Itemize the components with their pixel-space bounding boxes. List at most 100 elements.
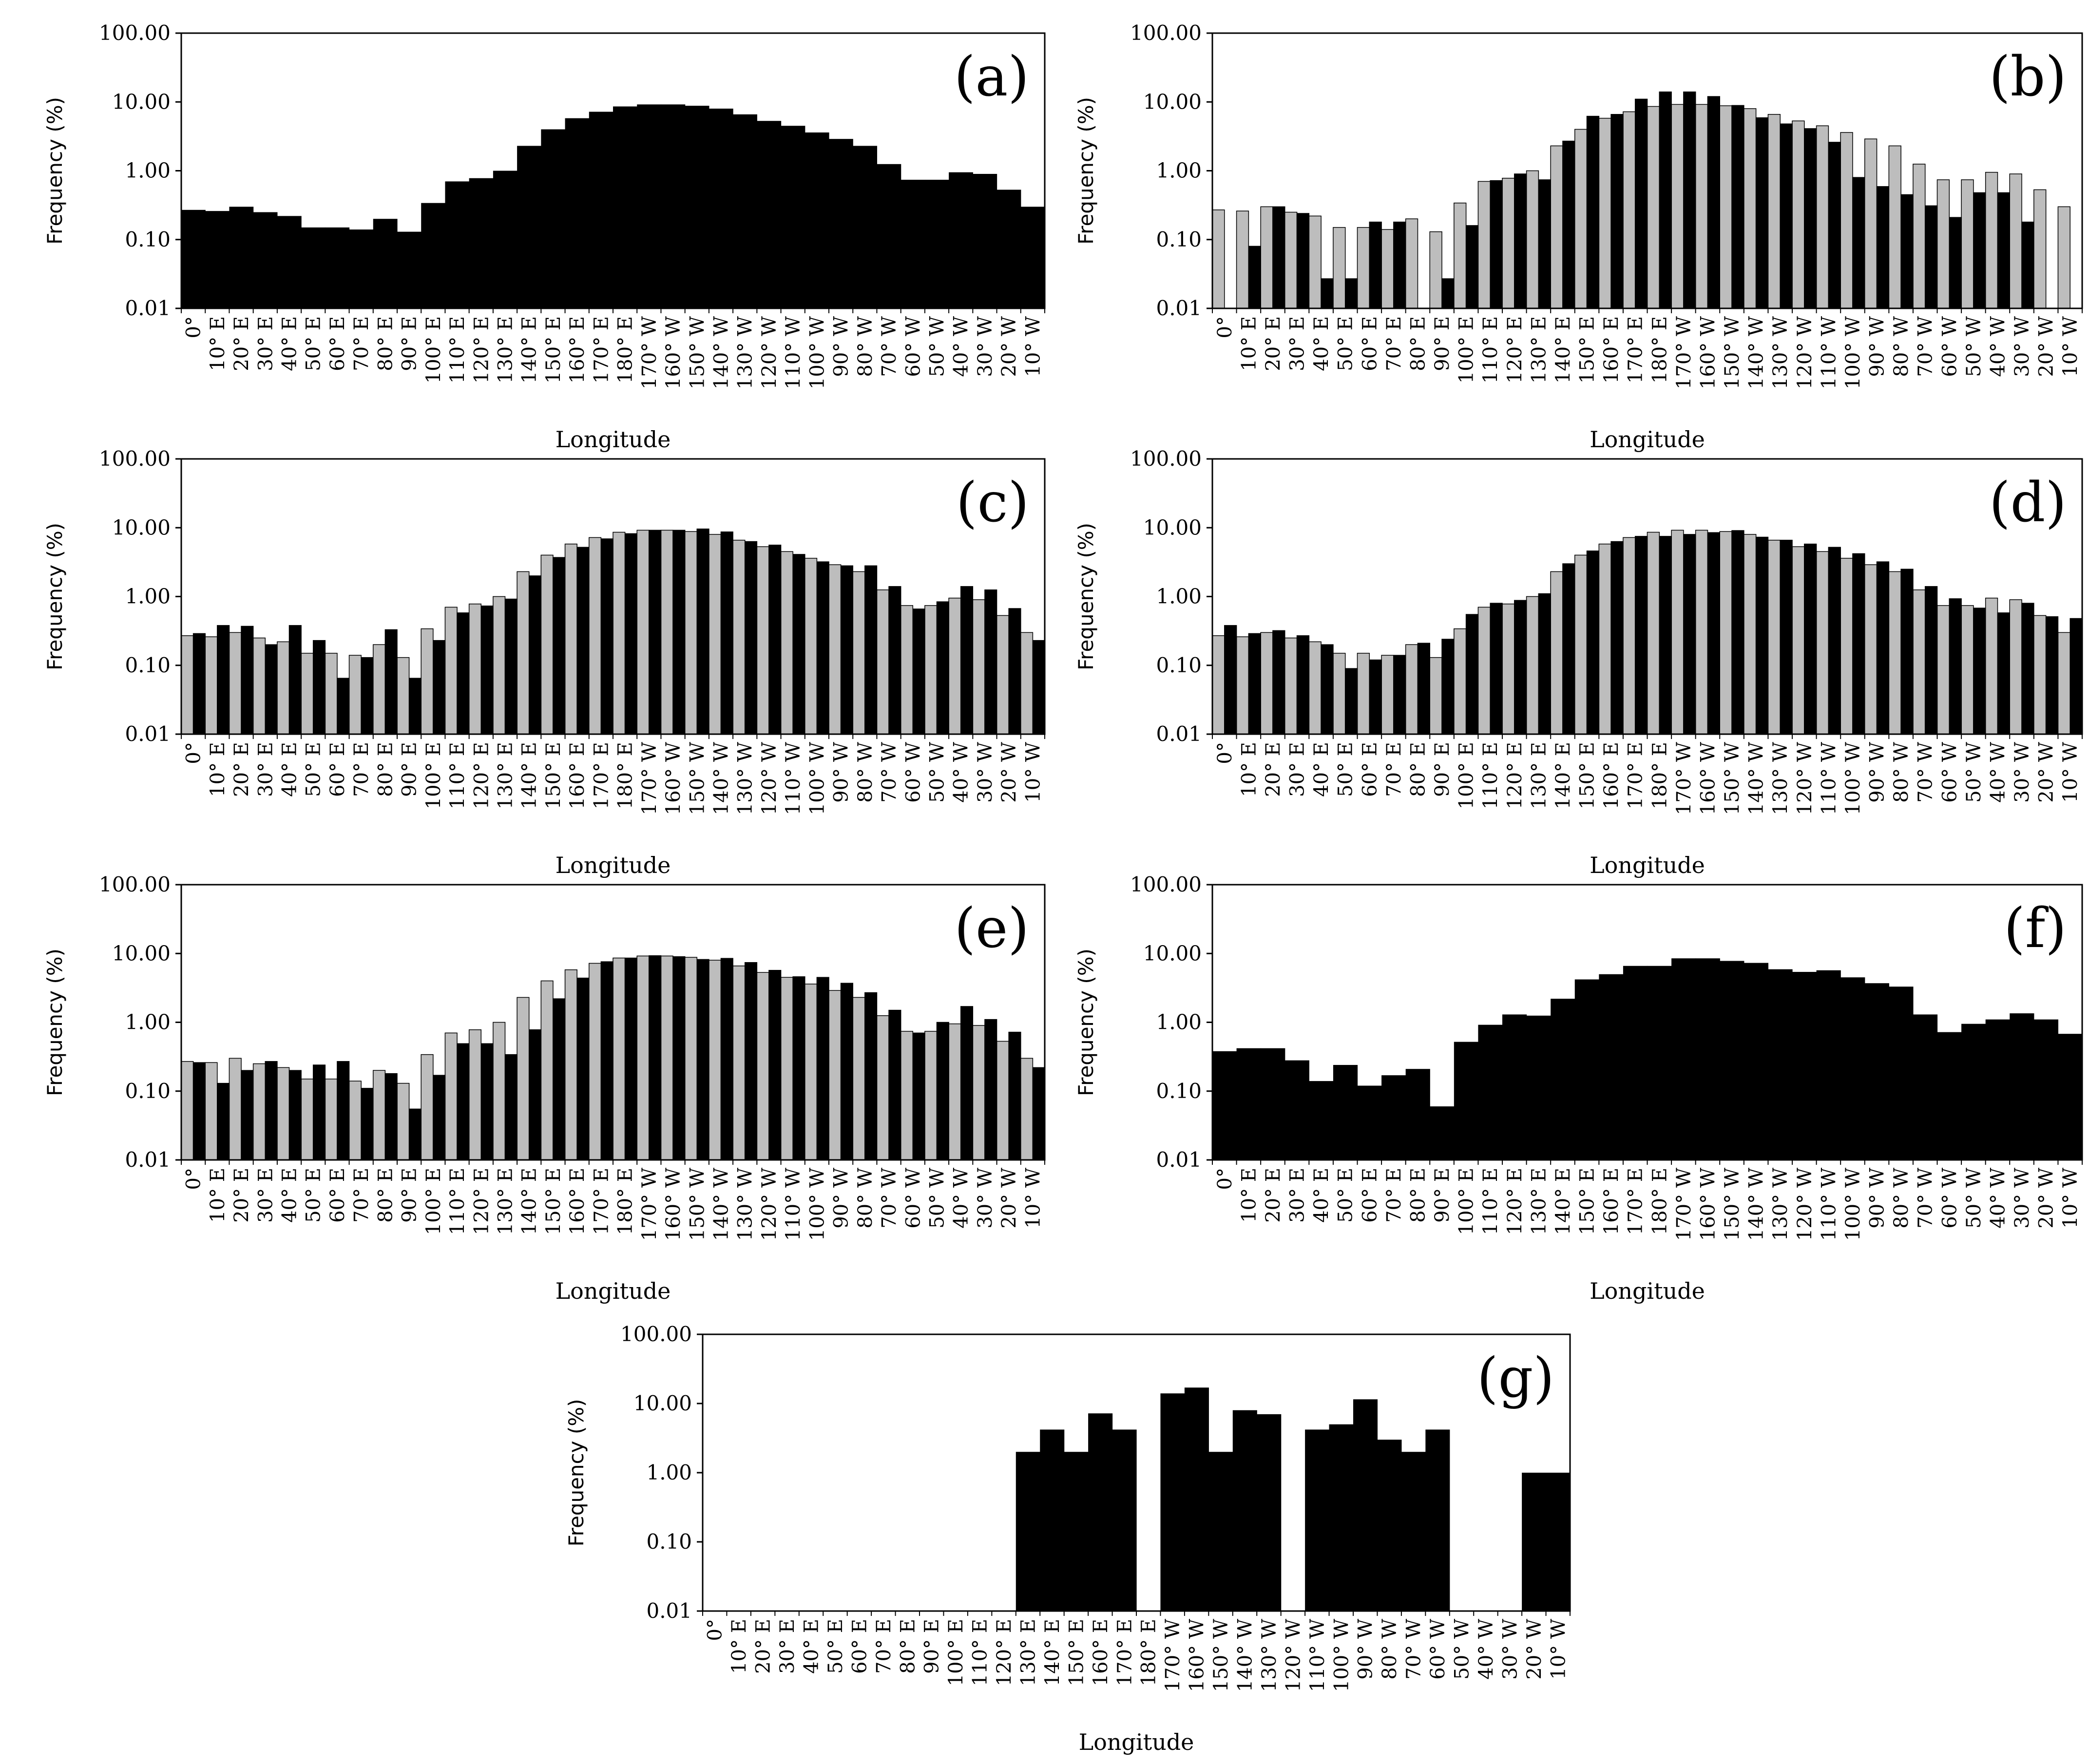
bar-black-8 [1417, 643, 1430, 735]
bar-black-26 [816, 561, 829, 735]
bar-gray-33 [972, 599, 985, 735]
bar-black-22 [1755, 536, 1769, 735]
x-tick-label: 130° W [1769, 1168, 1792, 1241]
y-tick-label: 0.01 [125, 722, 171, 746]
x-tick-label: 160° E [566, 1168, 589, 1235]
x-tick-label: 50° W [926, 742, 949, 803]
bar-gray-29 [1913, 589, 1926, 735]
x-tick-label: 170° W [1673, 316, 1695, 389]
x-tick-label: 120° W [1794, 742, 1816, 815]
bar-gray-15 [540, 980, 554, 1160]
bar-gray-8 [373, 644, 386, 735]
y-tick-label: 1.00 [1156, 1010, 1202, 1034]
bar-black-12 [1502, 1014, 1527, 1160]
bar-black-15 [553, 557, 566, 735]
x-tick-label: 150° E [1576, 1168, 1599, 1235]
x-tick-label: 140° W [710, 1168, 733, 1241]
bar-gray-24 [1792, 120, 1805, 309]
bar-gray-30 [1936, 605, 1950, 735]
y-tick-label: 0.10 [125, 1079, 171, 1103]
x-tick-label: 150° W [1721, 316, 1744, 389]
bar-gray-33 [2009, 173, 2022, 309]
bar-black-14 [528, 1029, 542, 1160]
bar-black-20 [672, 530, 686, 735]
x-tick-label: 120° W [758, 316, 781, 389]
x-tick-label: 100° E [1456, 742, 1478, 809]
bar-black-22 [1744, 963, 1769, 1160]
bar-black-1 [217, 625, 230, 735]
y-tick-label: 10.00 [112, 941, 171, 965]
bar-black-19 [649, 955, 662, 1160]
bar-black-1 [1236, 1048, 1261, 1160]
bar-gray-23 [732, 539, 746, 735]
x-tick-label: 50° W [1963, 742, 1985, 803]
bar-black-29 [888, 1009, 901, 1160]
bar-gray-28 [852, 997, 865, 1160]
x-tick-label: 130° W [734, 316, 757, 389]
x-tick-label: 50° E [1335, 316, 1357, 371]
bar-black-1 [205, 211, 230, 308]
bar-gray-2 [229, 1058, 242, 1160]
bar-black-22 [720, 958, 733, 1160]
bar-gray-25 [780, 551, 793, 735]
bar-gray-7 [348, 1081, 362, 1160]
bar-gray-26 [805, 984, 818, 1160]
bar-gray-19 [1671, 104, 1684, 309]
x-tick-label: 140° E [1552, 742, 1574, 809]
bar-gray-5 [301, 1079, 314, 1160]
y-tick-label: 100.00 [99, 447, 171, 471]
x-tick-label: 170° E [1113, 1619, 1136, 1686]
bar-black-35 [1020, 207, 1045, 308]
x-tick-label: 90° W [830, 742, 853, 803]
bar-gray-34 [996, 615, 1009, 735]
bar-gray-13 [493, 596, 506, 735]
bar-black-32 [960, 586, 974, 735]
x-tick-label: 110° E [969, 1619, 992, 1686]
x-tick-label: 20° E [230, 316, 253, 371]
x-tick-label: 30° W [2011, 316, 2033, 377]
panel-label: (c) [956, 471, 1029, 534]
bar-gray-14 [1550, 571, 1563, 735]
x-tick-label: 70° W [1403, 1619, 1425, 1680]
x-tick-label: 80° E [374, 742, 397, 797]
x-tick-label: 80° W [854, 742, 877, 803]
x-tick-label: 90° E [921, 1619, 943, 1674]
x-tick-label: 0° [1214, 316, 1236, 338]
bar-black-8 [373, 219, 398, 308]
bar-black-19 [649, 530, 662, 735]
bar-gray-6 [325, 1079, 338, 1160]
bar-gray-0 [181, 1061, 194, 1160]
bar-black-2 [1261, 1048, 1285, 1160]
bar-black-9 [408, 1108, 422, 1160]
bar-black-12 [1514, 173, 1527, 309]
bar-black-11 [1490, 180, 1503, 309]
bar-gray-30 [900, 605, 914, 735]
x-tick-label: 30° E [1286, 316, 1309, 371]
bar-gray-10 [421, 628, 434, 735]
bar-black-20 [1695, 958, 1720, 1160]
x-tick-label: 150° E [1576, 742, 1599, 809]
bar-black-9 [1441, 639, 1455, 735]
bar-black-7 [1393, 221, 1406, 309]
x-tick-label: 70° W [878, 316, 901, 377]
bar-gray-16 [1598, 543, 1611, 735]
x-tick-label: 40° W [1987, 1168, 2010, 1229]
bar-black-18 [1659, 91, 1672, 309]
bar-black-25 [1828, 547, 1841, 735]
bar-gray-22 [709, 534, 722, 735]
bar-gray-21 [684, 531, 698, 735]
x-tick-label: 100° W [1330, 1619, 1353, 1692]
bar-gray-26 [1840, 132, 1853, 309]
bar-black-27 [840, 983, 853, 1160]
bar-black-19 [637, 104, 662, 309]
bar-black-6 [1369, 659, 1382, 735]
x-tick-label: 0° [1214, 1168, 1236, 1190]
bar-black-33 [2010, 1013, 2034, 1160]
bar-gray-9 [1429, 231, 1442, 309]
bar-black-14 [1040, 1429, 1065, 1611]
bar-black-35 [2058, 1034, 2083, 1160]
bar-gray-17 [589, 963, 602, 1160]
x-tick-label: 0° [183, 1168, 205, 1190]
x-tick-label: 10° E [207, 1168, 229, 1223]
